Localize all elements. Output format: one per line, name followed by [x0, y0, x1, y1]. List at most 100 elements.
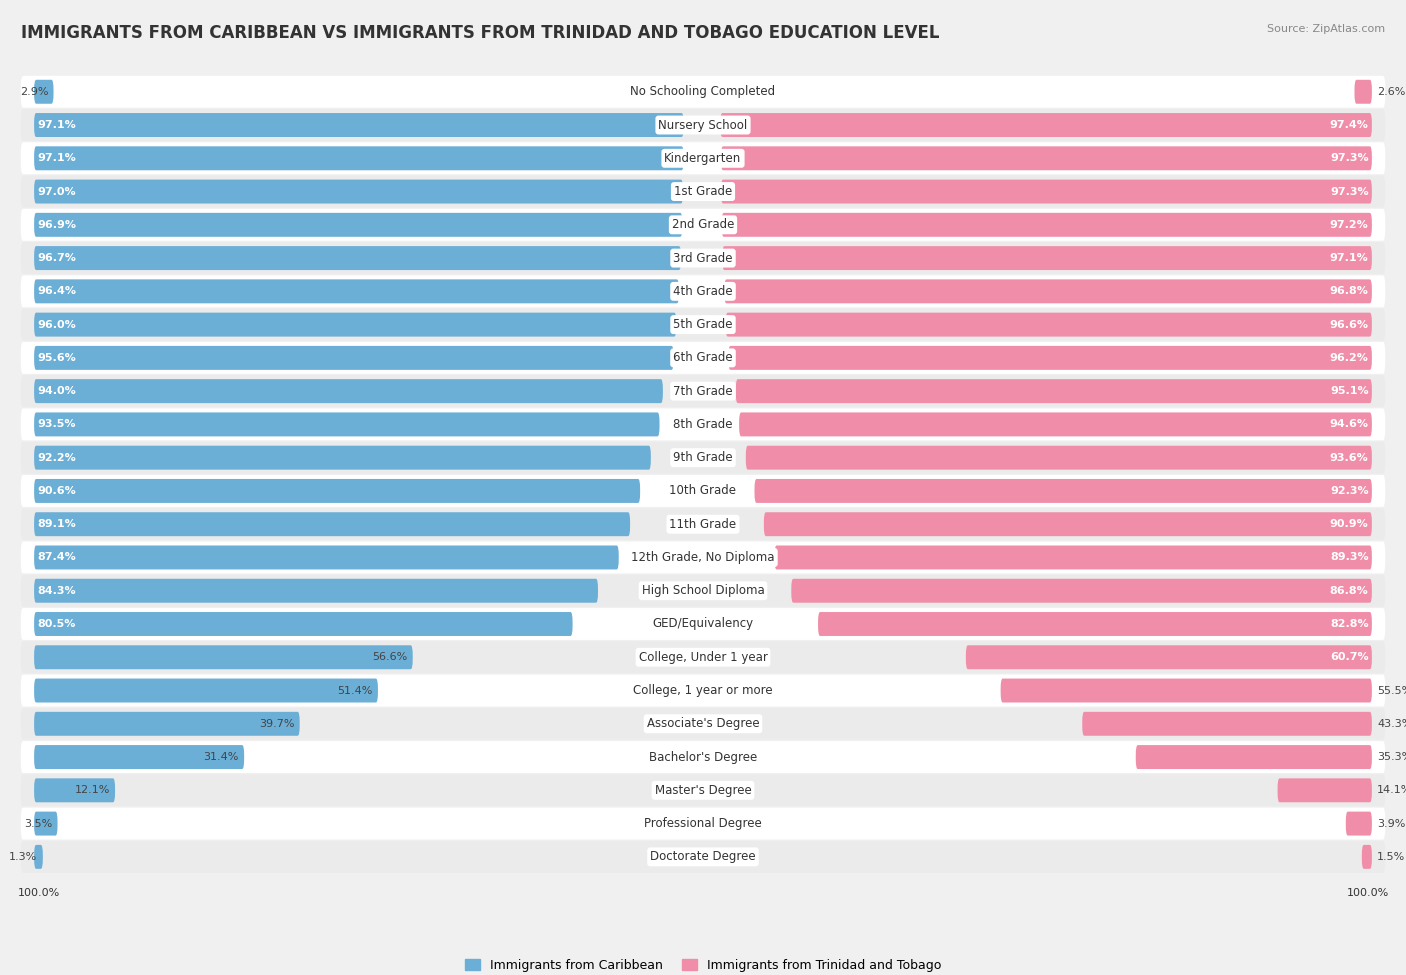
Text: College, 1 year or more: College, 1 year or more — [633, 684, 773, 697]
FancyBboxPatch shape — [34, 479, 640, 503]
Text: High School Diploma: High School Diploma — [641, 584, 765, 598]
FancyBboxPatch shape — [21, 541, 1385, 573]
Text: 96.2%: 96.2% — [1330, 353, 1368, 363]
FancyBboxPatch shape — [34, 745, 245, 769]
Text: 96.0%: 96.0% — [38, 320, 76, 330]
Text: 2nd Grade: 2nd Grade — [672, 218, 734, 231]
FancyBboxPatch shape — [34, 712, 299, 736]
FancyBboxPatch shape — [21, 741, 1385, 773]
Text: 1.5%: 1.5% — [1378, 852, 1406, 862]
FancyBboxPatch shape — [34, 113, 683, 137]
Text: 89.3%: 89.3% — [1330, 553, 1368, 563]
Text: 97.1%: 97.1% — [38, 120, 76, 130]
FancyBboxPatch shape — [21, 774, 1385, 806]
Text: IMMIGRANTS FROM CARIBBEAN VS IMMIGRANTS FROM TRINIDAD AND TOBAGO EDUCATION LEVEL: IMMIGRANTS FROM CARIBBEAN VS IMMIGRANTS … — [21, 24, 939, 42]
FancyBboxPatch shape — [818, 612, 1372, 636]
Text: GED/Equivalency: GED/Equivalency — [652, 617, 754, 631]
Text: 4th Grade: 4th Grade — [673, 285, 733, 297]
Text: Doctorate Degree: Doctorate Degree — [650, 850, 756, 863]
Text: 11th Grade: 11th Grade — [669, 518, 737, 530]
Text: 87.4%: 87.4% — [38, 553, 76, 563]
FancyBboxPatch shape — [34, 179, 683, 204]
Text: 12.1%: 12.1% — [75, 785, 110, 796]
Text: Source: ZipAtlas.com: Source: ZipAtlas.com — [1267, 24, 1385, 34]
FancyBboxPatch shape — [34, 612, 572, 636]
FancyBboxPatch shape — [1136, 745, 1372, 769]
FancyBboxPatch shape — [21, 675, 1385, 707]
Text: No Schooling Completed: No Schooling Completed — [630, 85, 776, 98]
Text: 92.2%: 92.2% — [38, 452, 76, 463]
Text: 6th Grade: 6th Grade — [673, 351, 733, 365]
Text: 12th Grade, No Diploma: 12th Grade, No Diploma — [631, 551, 775, 564]
Text: 51.4%: 51.4% — [337, 685, 373, 695]
FancyBboxPatch shape — [34, 146, 683, 171]
Text: 86.8%: 86.8% — [1330, 586, 1368, 596]
Text: 97.2%: 97.2% — [1330, 219, 1368, 230]
FancyBboxPatch shape — [34, 679, 378, 703]
FancyBboxPatch shape — [34, 512, 630, 536]
FancyBboxPatch shape — [34, 80, 53, 103]
Text: 90.6%: 90.6% — [38, 486, 76, 496]
Text: 94.6%: 94.6% — [1330, 419, 1368, 429]
Text: 94.0%: 94.0% — [38, 386, 76, 396]
FancyBboxPatch shape — [21, 642, 1385, 673]
Text: 93.6%: 93.6% — [1330, 452, 1368, 463]
Text: 97.3%: 97.3% — [1330, 153, 1368, 163]
FancyBboxPatch shape — [34, 280, 679, 303]
Text: 97.3%: 97.3% — [1330, 186, 1368, 197]
FancyBboxPatch shape — [34, 778, 115, 802]
Text: 90.9%: 90.9% — [1330, 520, 1368, 529]
FancyBboxPatch shape — [21, 176, 1385, 208]
Text: 93.5%: 93.5% — [38, 419, 76, 429]
Text: 10th Grade: 10th Grade — [669, 485, 737, 497]
FancyBboxPatch shape — [21, 309, 1385, 340]
Text: 5th Grade: 5th Grade — [673, 318, 733, 332]
Text: 43.3%: 43.3% — [1378, 719, 1406, 728]
FancyBboxPatch shape — [21, 409, 1385, 441]
Text: 95.1%: 95.1% — [1330, 386, 1368, 396]
FancyBboxPatch shape — [21, 209, 1385, 241]
Text: 2.6%: 2.6% — [1378, 87, 1406, 97]
FancyBboxPatch shape — [34, 845, 42, 869]
Legend: Immigrants from Caribbean, Immigrants from Trinidad and Tobago: Immigrants from Caribbean, Immigrants fr… — [460, 954, 946, 975]
FancyBboxPatch shape — [34, 645, 413, 669]
FancyBboxPatch shape — [723, 246, 1372, 270]
Text: 97.4%: 97.4% — [1330, 120, 1368, 130]
Text: 80.5%: 80.5% — [38, 619, 76, 629]
Text: 8th Grade: 8th Grade — [673, 418, 733, 431]
FancyBboxPatch shape — [34, 346, 673, 370]
FancyBboxPatch shape — [1362, 845, 1372, 869]
Text: Nursery School: Nursery School — [658, 119, 748, 132]
FancyBboxPatch shape — [21, 575, 1385, 606]
FancyBboxPatch shape — [745, 446, 1372, 470]
Text: 7th Grade: 7th Grade — [673, 385, 733, 398]
Text: Associate's Degree: Associate's Degree — [647, 718, 759, 730]
Text: 96.9%: 96.9% — [38, 219, 76, 230]
Text: 97.1%: 97.1% — [38, 153, 76, 163]
FancyBboxPatch shape — [728, 346, 1372, 370]
FancyBboxPatch shape — [763, 512, 1372, 536]
FancyBboxPatch shape — [724, 280, 1372, 303]
FancyBboxPatch shape — [966, 645, 1372, 669]
FancyBboxPatch shape — [34, 246, 681, 270]
Text: Master's Degree: Master's Degree — [655, 784, 751, 797]
FancyBboxPatch shape — [792, 579, 1372, 603]
Text: 14.1%: 14.1% — [1378, 785, 1406, 796]
Text: 3.9%: 3.9% — [1378, 819, 1406, 829]
Text: 89.1%: 89.1% — [38, 520, 76, 529]
FancyBboxPatch shape — [21, 840, 1385, 873]
FancyBboxPatch shape — [775, 545, 1372, 569]
Text: Professional Degree: Professional Degree — [644, 817, 762, 830]
FancyBboxPatch shape — [721, 179, 1372, 204]
Text: Kindergarten: Kindergarten — [665, 152, 741, 165]
Text: 82.8%: 82.8% — [1330, 619, 1368, 629]
FancyBboxPatch shape — [21, 508, 1385, 540]
Text: 3.5%: 3.5% — [24, 819, 52, 829]
FancyBboxPatch shape — [21, 375, 1385, 408]
FancyBboxPatch shape — [21, 807, 1385, 839]
Text: 96.4%: 96.4% — [38, 287, 76, 296]
FancyBboxPatch shape — [720, 113, 1372, 137]
FancyBboxPatch shape — [21, 608, 1385, 640]
FancyBboxPatch shape — [1278, 778, 1372, 802]
Text: 97.1%: 97.1% — [1330, 254, 1368, 263]
